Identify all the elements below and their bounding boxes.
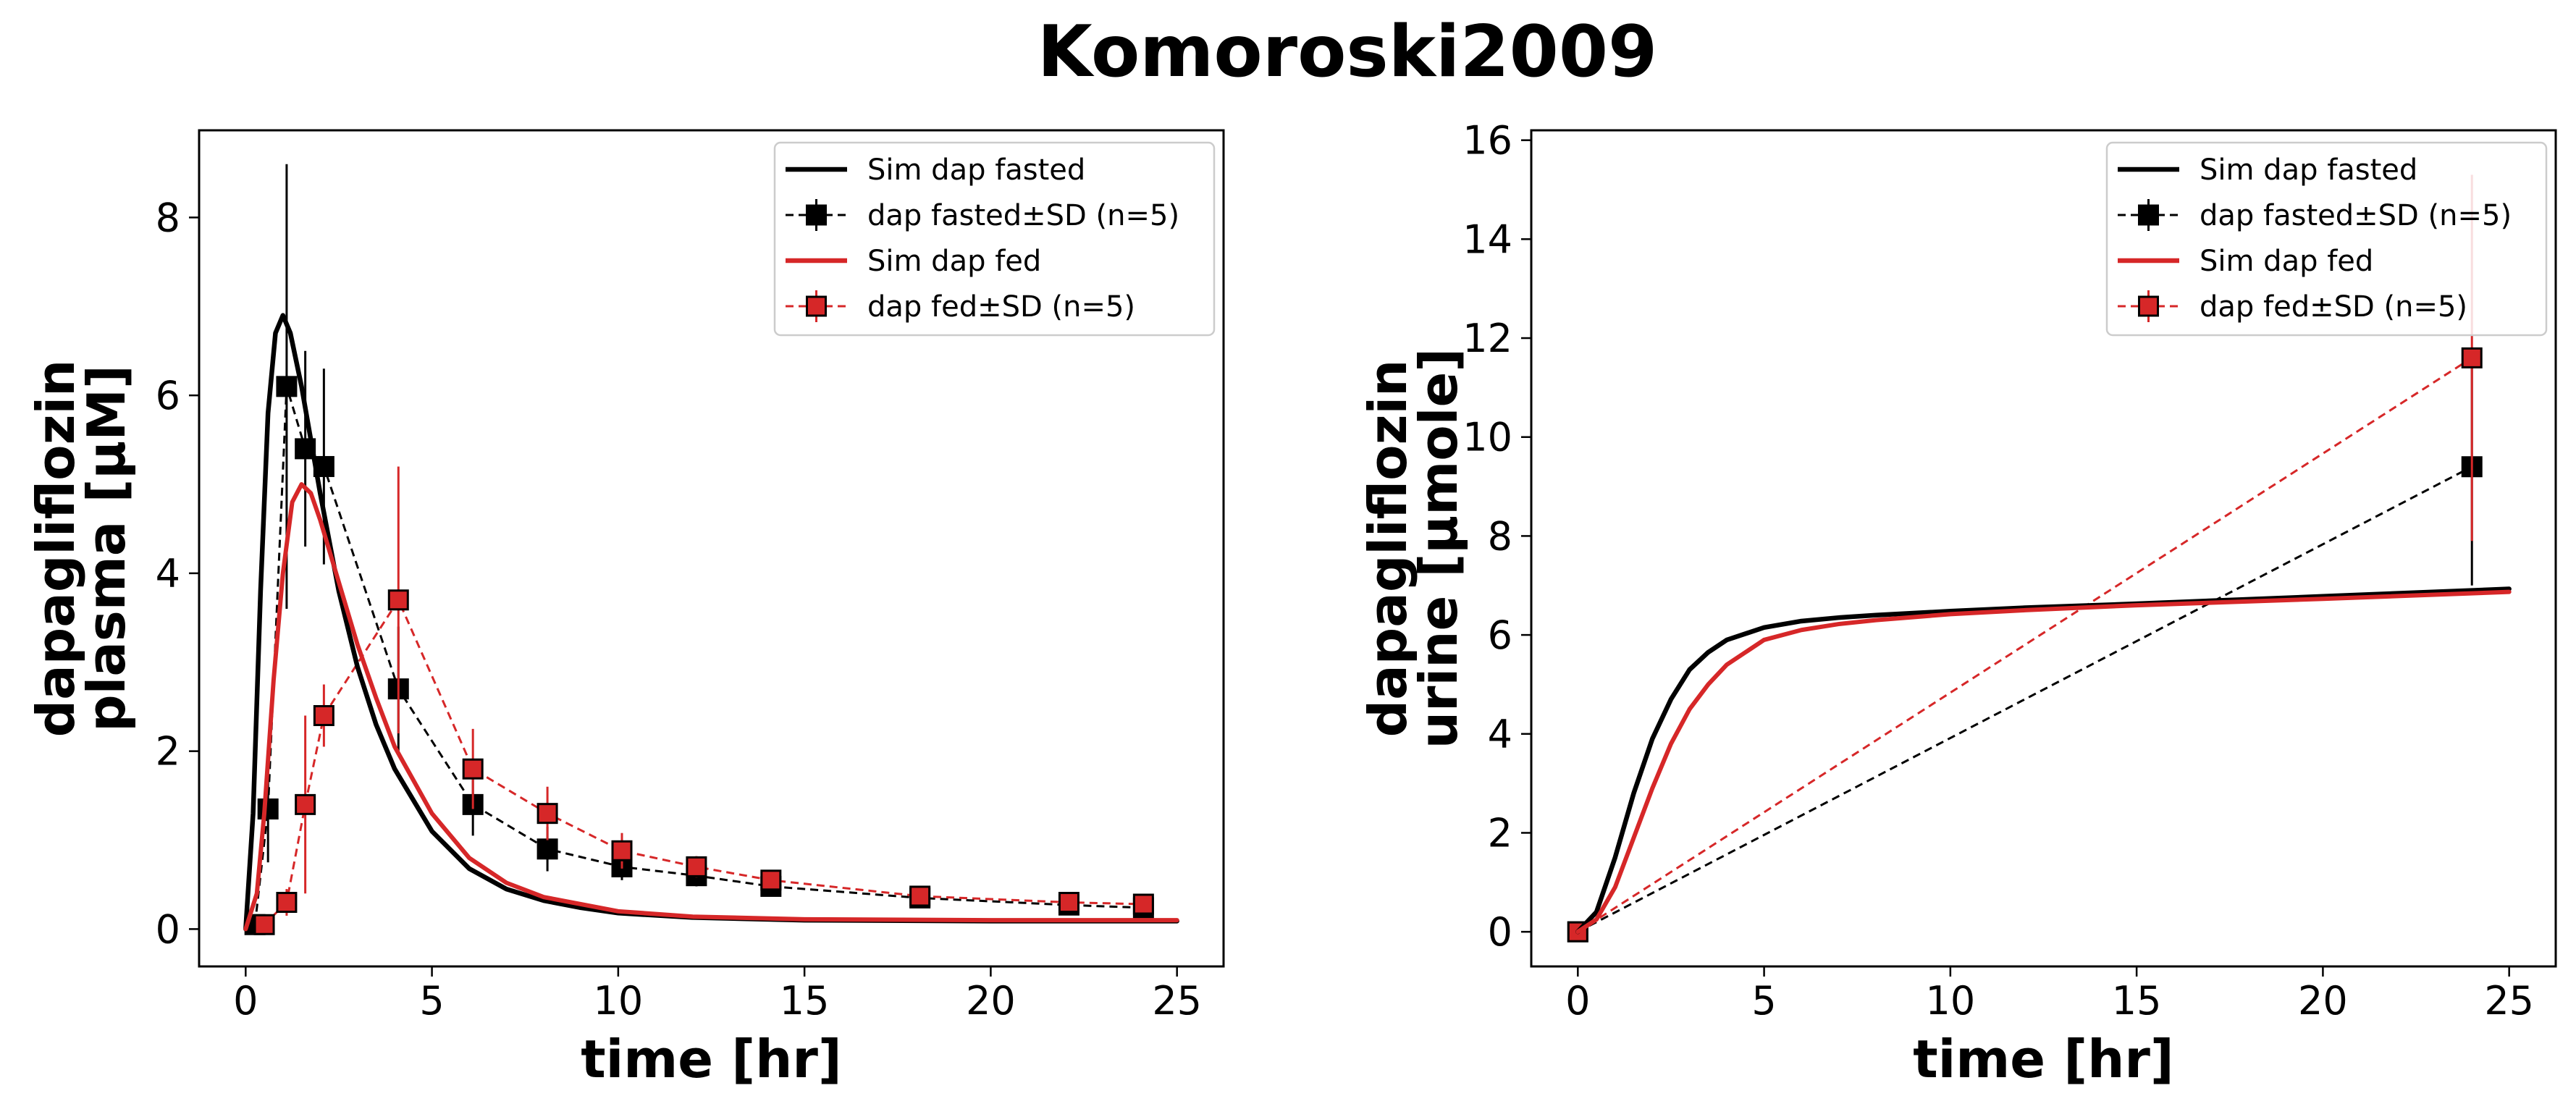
urine-legend-label: Sim dap fasted xyxy=(2200,153,2417,187)
urine-legend-label: dap fed±SD (n=5) xyxy=(2200,290,2467,324)
urine-y-axis-label-line-1: dapagliflozin xyxy=(1358,360,1418,738)
plasma-y-tick-label: 8 xyxy=(156,195,180,240)
plasma-data-fed-marker xyxy=(253,914,275,935)
plasma-panel: 0 5 10 15 20 25 0 2 4 6 8 time [hr] dapagliflozinpla… xyxy=(25,129,1225,1089)
plasma-legend-label: Sim dap fed xyxy=(867,245,1041,278)
plasma-data-fed-marker xyxy=(1132,893,1154,915)
urine-y-tick-label: 10 xyxy=(1462,415,1512,460)
urine-data-fed-line xyxy=(1577,357,2473,933)
urine-legend-fasted-marker xyxy=(2138,204,2159,226)
urine-y-tick-label: 4 xyxy=(1488,712,1512,757)
urine-data-fed-marker xyxy=(2461,347,2483,368)
plasma-y-tick-label: 6 xyxy=(156,373,180,418)
urine-y-tick-label: 12 xyxy=(1462,316,1512,361)
plasma-y-axis-label-line-1: dapagliflozin xyxy=(25,360,86,738)
plasma-data-fed-marker xyxy=(686,856,707,877)
urine-y-tick-label: 2 xyxy=(1488,810,1512,856)
urine-y-tick-label: 6 xyxy=(1488,612,1512,658)
plasma-data-fed-marker xyxy=(1058,892,1079,914)
plasma-data-fasted-marker xyxy=(276,376,298,397)
plasma-data-fed-marker xyxy=(611,840,633,861)
urine-legend-label: Sim dap fed xyxy=(2200,245,2373,278)
plasma-legend-label: Sim dap fasted xyxy=(867,153,1085,187)
urine-x-tick-label: 20 xyxy=(2298,978,2348,1024)
plasma-data-fed-marker xyxy=(387,589,409,611)
urine-legend-fed-marker xyxy=(2138,295,2159,317)
plasma-x-tick-label: 20 xyxy=(966,978,1016,1024)
plasma-x-axis-label: time [hr] xyxy=(581,1029,842,1089)
plasma-sim-fed-line xyxy=(243,482,1179,932)
plasma-y-tick-label: 0 xyxy=(156,906,180,952)
plasma-data-fasted-marker xyxy=(257,798,279,820)
plasma-legend-label: dap fed±SD (n=5) xyxy=(867,290,1135,324)
plasma-y-tick-label: 2 xyxy=(156,729,180,775)
plasma-data-fed-marker xyxy=(276,892,298,914)
urine-x-tick-label: 15 xyxy=(2112,978,2162,1024)
urine-y-tick-label: 14 xyxy=(1462,216,1512,262)
urine-sim-fed-line xyxy=(1575,589,2512,935)
plasma-data-fed-marker xyxy=(295,793,316,815)
urine-y-tick-label: 8 xyxy=(1488,513,1512,559)
urine-y-axis-label-line-2: urine [µmole] xyxy=(1408,348,1469,749)
urine-y-tick-label: 0 xyxy=(1488,909,1512,955)
urine-x-tick-label: 25 xyxy=(2484,978,2534,1024)
urine-x-axis-label: time [hr] xyxy=(1913,1029,2174,1089)
urine-y-tick-label: 16 xyxy=(1462,118,1512,164)
plasma-y-axis-label-line-2: plasma [µM] xyxy=(76,365,137,732)
urine-sim-fasted-line xyxy=(1575,586,2512,935)
plasma-legend-fed-marker xyxy=(806,295,827,317)
urine-data-fasted-line xyxy=(1577,465,2472,933)
plasma-plot-frame xyxy=(198,129,1225,968)
plasma-data-fed-marker xyxy=(536,803,558,825)
urine-legend-box xyxy=(2105,141,2548,337)
urine-x-tick-label: 0 xyxy=(1565,978,1590,1024)
plasma-x-tick-label: 15 xyxy=(780,978,830,1024)
plasma-y-tick-label: 4 xyxy=(156,551,180,597)
urine-x-tick-label: 5 xyxy=(1751,978,1776,1024)
urine-x-tick-label: 10 xyxy=(1926,978,1976,1024)
plasma-x-tick-label: 5 xyxy=(419,978,444,1024)
plasma-legend-label: dap fasted±SD (n=5) xyxy=(867,199,1179,232)
plasma-data-fed-marker xyxy=(760,869,782,891)
plasma-legend-fasted-marker xyxy=(806,204,827,226)
plasma-data-fasted-marker xyxy=(536,838,558,860)
plasma-legend-box xyxy=(773,141,1216,337)
plasma-x-tick-label: 10 xyxy=(594,978,644,1024)
urine-panel: 0 5 10 15 20 25 0 2 4 6 8 10 12 14 16 time [hr] dapaglif… xyxy=(1358,118,2557,1089)
urine-legend-label: dap fasted±SD (n=5) xyxy=(2200,199,2512,232)
plasma-x-tick-label: 0 xyxy=(233,978,258,1024)
plasma-data-fed-marker xyxy=(462,758,484,780)
plasma-data-fed-marker xyxy=(313,705,334,726)
urine-plot-frame xyxy=(1530,129,2557,968)
figure-title: Komoroski2009 xyxy=(1037,11,1658,93)
plasma-data-fed-marker xyxy=(909,885,931,907)
plasma-x-tick-label: 25 xyxy=(1152,978,1202,1024)
